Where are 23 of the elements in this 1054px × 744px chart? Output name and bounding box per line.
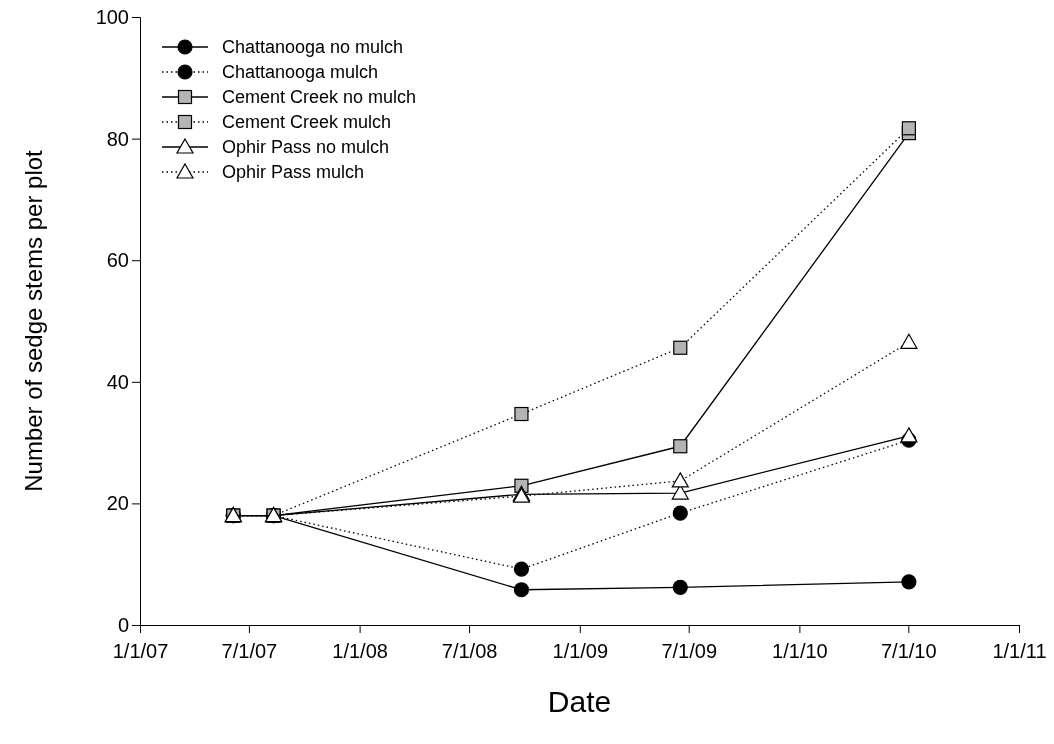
x-tick-label: 1/1/08 [332,640,388,662]
legend-label: Chattanooga mulch [222,62,379,82]
legend-label: Chattanooga no mulch [222,37,404,57]
x-tick-label: 1/1/11 [992,640,1047,662]
x-tick-label: 7/1/07 [221,640,278,662]
x-tick-label: 7/1/08 [441,640,498,662]
legend-label: Ophir Pass mulch [222,162,365,182]
x-tick-label: 7/1/09 [661,640,717,662]
x-tick-label: 7/1/10 [880,640,937,662]
y-tick-label: 0 [117,613,129,636]
x-axis-title: Date [547,685,612,718]
x-tick-label: 1/1/10 [772,640,828,662]
x-tick-label: 1/1/07 [112,640,169,662]
y-tick-label: 100 [95,5,129,28]
legend-label: Ophir Pass no mulch [222,137,390,157]
y-tick-label: 60 [106,249,129,272]
legend-label: Cement Creek no mulch [222,87,417,107]
y-tick-label: 20 [106,492,129,515]
x-tick-label: 1/1/09 [552,640,609,662]
legend-label: Cement Creek mulch [222,112,392,132]
y-axis-title: Number of sedge stems per plot [20,149,47,492]
y-tick-label: 80 [106,127,129,150]
y-tick-label: 40 [106,370,129,393]
